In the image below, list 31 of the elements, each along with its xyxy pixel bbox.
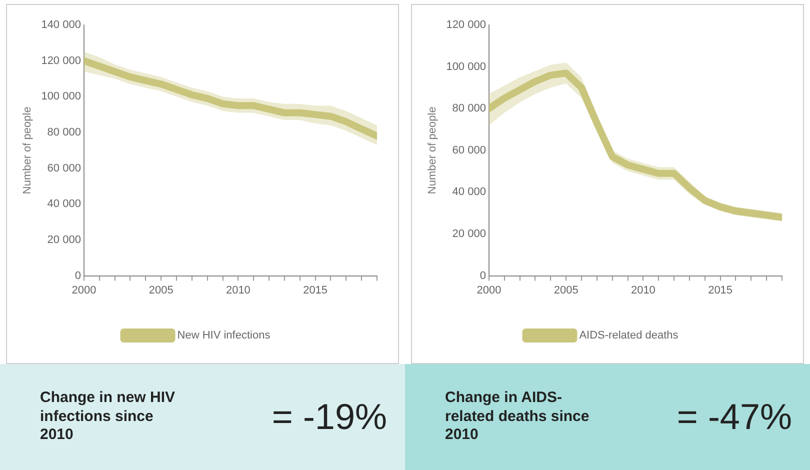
- y-tick-label: 120 000: [41, 54, 81, 67]
- y-axis-title: Number of people: [22, 106, 34, 194]
- text: Change in new HIV infections since 2010: [40, 388, 176, 446]
- y-tick-label: 60 000: [47, 162, 81, 174]
- text: Change in AIDS-related deaths since 2010: [445, 388, 590, 446]
- y-tick-label: 80 000: [452, 102, 486, 115]
- y-tick-label: 140 000: [41, 19, 81, 32]
- x-tick-label: 2010: [630, 284, 656, 296]
- y-tick-label: 60 000: [452, 144, 486, 156]
- y-tick-label: 40 000: [452, 186, 486, 198]
- legend-label: AIDS-related deaths: [579, 330, 679, 342]
- y-tick-label: 20 000: [47, 234, 81, 246]
- legend-label: New HIV infections: [177, 330, 271, 342]
- y-tick-label: 100 000: [446, 60, 486, 73]
- x-tick-label: 2015: [303, 284, 328, 296]
- y-tick-label: 40 000: [47, 198, 81, 210]
- y-tick-label: 0: [74, 270, 81, 282]
- y-tick-label: 120 000: [446, 19, 486, 32]
- text: = -19%: [272, 396, 387, 438]
- y-tick-label: 80 000: [47, 126, 81, 139]
- x-tick-label: 2015: [708, 284, 733, 296]
- x-tick-label: 2005: [554, 284, 578, 296]
- y-tick-label: 0: [480, 270, 486, 282]
- x-tick-label: 2010: [226, 284, 250, 296]
- x-tick-label: 2000: [72, 284, 96, 296]
- x-tick-label: 2000: [476, 284, 502, 296]
- y-tick-label: 20 000: [452, 228, 486, 240]
- y-tick-label: 100 000: [41, 90, 81, 103]
- text: = -47%: [676, 396, 792, 438]
- y-axis-title: Number of people: [426, 106, 439, 194]
- x-tick-label: 2005: [148, 284, 174, 296]
